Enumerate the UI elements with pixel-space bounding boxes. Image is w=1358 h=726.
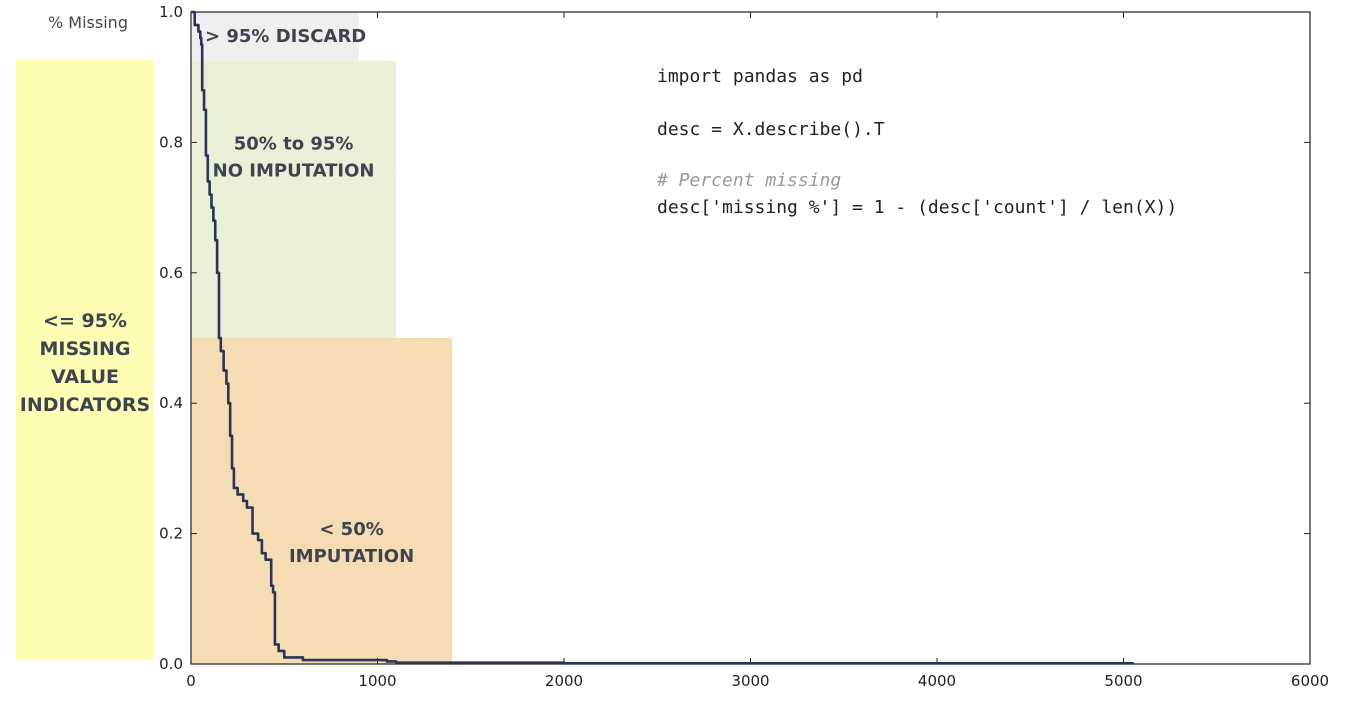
side-panel-label-line: MISSING — [39, 338, 130, 360]
x-axis-ticks: 0 1000 2000 3000 4000 5000 6000 — [186, 12, 1329, 690]
y-tick-label: 0.8 — [159, 133, 183, 151]
side-panel-label-line: VALUE — [51, 366, 119, 388]
y-axis-ticks: 0.0 0.2 0.4 0.6 0.8 1.0 — [159, 3, 1310, 673]
x-tick-label: 1000 — [358, 672, 396, 690]
y-tick-label: 0.4 — [159, 394, 183, 412]
side-panel-labels: <= 95% MISSING VALUE INDICATORS — [20, 310, 150, 416]
code-line-import: import pandas as pd — [657, 66, 863, 87]
region-label-imputation: < 50% — [319, 519, 383, 540]
code-line-missing: desc['missing %'] = 1 - (desc['count'] /… — [657, 197, 1177, 218]
region-group: > 95% DISCARD 50% to 95% NO IMPUTATION < 50… — [191, 12, 453, 664]
region-label-discard: > 95% DISCARD — [205, 26, 366, 47]
region-label-imputation: IMPUTATION — [289, 546, 414, 567]
y-tick-label: 1.0 — [159, 3, 183, 21]
region-imputation — [191, 338, 453, 664]
code-comment: # Percent missing — [656, 170, 841, 191]
y-axis-label: % Missing — [48, 13, 128, 32]
side-panel-label-line: <= 95% — [43, 310, 127, 332]
y-tick-label: 0.6 — [159, 264, 183, 282]
region-label-no-imputation: 50% to 95% — [234, 133, 354, 154]
x-tick-label: 4000 — [918, 672, 956, 690]
side-panel-label-line: INDICATORS — [20, 394, 150, 416]
x-tick-label: 5000 — [1104, 672, 1142, 690]
x-tick-label: 0 — [186, 672, 196, 690]
series-line-0 — [191, 10, 1135, 665]
region-discard — [191, 12, 359, 61]
side-panel-indicators — [16, 60, 154, 660]
y-tick-label: 0.0 — [159, 655, 183, 673]
code-line-describe: desc = X.describe().T — [657, 119, 885, 140]
x-tick-label: 6000 — [1291, 672, 1329, 690]
series-group — [190, 10, 1135, 665]
region-label-no-imputation: NO IMPUTATION — [213, 160, 375, 181]
y-tick-label: 0.2 — [159, 525, 183, 543]
x-tick-label: 3000 — [731, 672, 769, 690]
region-no-imputation — [191, 60, 397, 339]
x-tick-label: 2000 — [545, 672, 583, 690]
